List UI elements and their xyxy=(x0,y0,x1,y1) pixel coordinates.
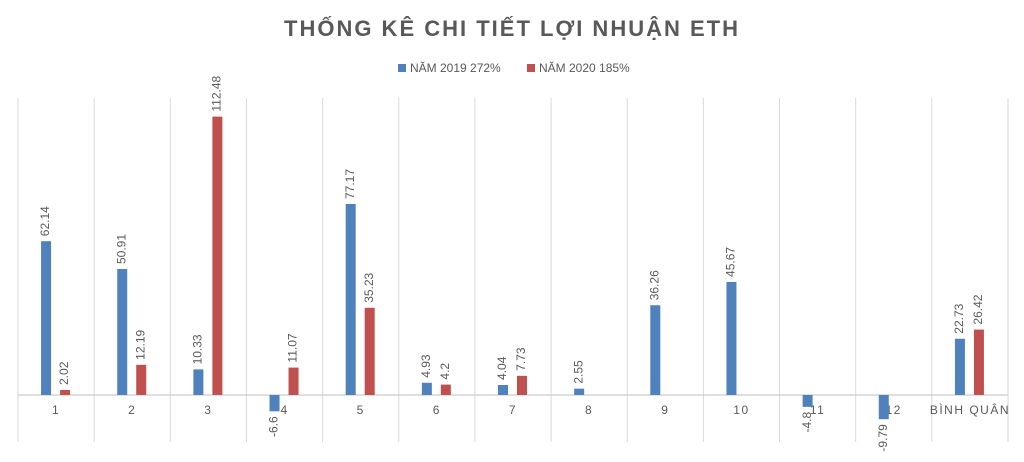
data-label: 10.33 xyxy=(191,334,205,364)
x-tick-label: 12 xyxy=(886,403,902,417)
bar xyxy=(136,364,147,395)
bar xyxy=(117,268,128,395)
bar xyxy=(498,384,508,395)
data-label: 36.26 xyxy=(647,270,661,300)
x-tick-label: 4 xyxy=(280,403,288,417)
x-tick-label: 2 xyxy=(128,403,136,417)
bar xyxy=(288,367,299,395)
x-tick-label: 6 xyxy=(433,403,441,417)
data-label: 35.23 xyxy=(362,272,376,302)
x-tick-label: 11 xyxy=(810,403,825,417)
legend-swatch xyxy=(527,64,535,72)
legend-label: NĂM 2019 272% xyxy=(410,60,501,75)
data-label: 4.93 xyxy=(419,354,433,378)
bar xyxy=(650,305,661,395)
data-label: 12.19 xyxy=(133,329,147,359)
bar xyxy=(345,203,356,395)
data-label: 22.73 xyxy=(952,303,966,333)
bar xyxy=(954,338,965,395)
bar xyxy=(440,384,451,395)
bar xyxy=(802,394,813,407)
data-label: -4.8 xyxy=(800,412,814,433)
data-label: 50.91 xyxy=(114,234,128,264)
data-label: 26.42 xyxy=(971,294,985,324)
x-tick-label: 5 xyxy=(357,403,365,417)
bar xyxy=(364,307,375,395)
legend-label: NĂM 2020 185% xyxy=(539,60,630,75)
data-label: 11.07 xyxy=(286,333,300,362)
bar xyxy=(60,389,71,395)
x-tick-label: 10 xyxy=(733,403,749,417)
bar xyxy=(973,329,984,395)
legend-swatch xyxy=(398,64,406,72)
data-label: 4.2 xyxy=(438,363,452,380)
x-tick-label: 8 xyxy=(585,403,593,417)
bar xyxy=(878,394,889,420)
data-label: 77.17 xyxy=(343,169,357,199)
bar xyxy=(269,394,280,412)
bar xyxy=(41,241,52,395)
bar xyxy=(574,388,585,395)
x-tick-label: 9 xyxy=(661,403,669,417)
x-tick-label: 7 xyxy=(509,403,517,417)
data-label: -9.79 xyxy=(876,424,890,452)
x-tick-label: 3 xyxy=(204,403,212,417)
x-tick-label: BÌNH QUÂN xyxy=(930,402,1010,417)
bar xyxy=(212,116,223,395)
data-label: 2.55 xyxy=(571,360,585,384)
data-label: 2.02 xyxy=(57,361,71,385)
data-label: 4.04 xyxy=(495,356,509,380)
data-label: 112.48 xyxy=(210,75,224,111)
data-label: 7.73 xyxy=(514,347,528,371)
bar xyxy=(193,369,204,395)
data-label: -6.6 xyxy=(267,416,281,437)
x-tick-label: 1 xyxy=(52,403,60,417)
bar xyxy=(726,281,737,395)
data-label: 62.14 xyxy=(38,206,52,236)
bar xyxy=(517,375,527,395)
bar xyxy=(421,382,432,395)
data-label: 45.67 xyxy=(724,247,738,277)
chart-title: THỐNG KÊ CHI TIẾT LỢI NHUẬN ETH xyxy=(284,15,740,41)
